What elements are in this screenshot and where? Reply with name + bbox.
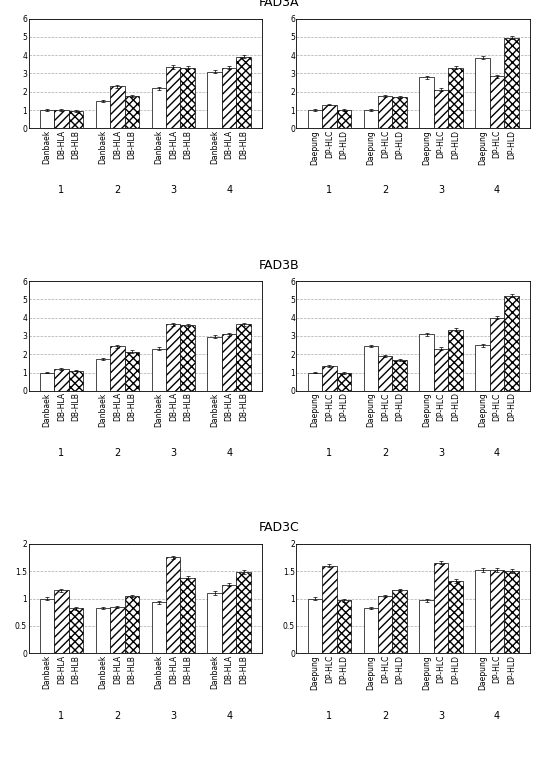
- Bar: [307, 373, 322, 391]
- Bar: [237, 57, 251, 128]
- Text: 3: 3: [438, 711, 444, 721]
- Bar: [40, 598, 54, 654]
- Bar: [125, 351, 139, 391]
- Bar: [307, 598, 322, 654]
- Text: FAD3A: FAD3A: [259, 0, 300, 9]
- Bar: [475, 345, 490, 391]
- Text: 4: 4: [494, 711, 500, 721]
- Bar: [475, 570, 490, 654]
- Bar: [110, 346, 125, 391]
- Bar: [307, 110, 322, 128]
- Bar: [392, 360, 407, 391]
- Bar: [364, 346, 378, 391]
- Bar: [490, 318, 504, 391]
- Bar: [54, 369, 69, 391]
- Text: 4: 4: [226, 185, 232, 195]
- Text: 1: 1: [326, 448, 332, 458]
- Text: 1: 1: [58, 185, 64, 195]
- Text: 3: 3: [170, 711, 177, 721]
- Bar: [337, 373, 351, 391]
- Bar: [208, 337, 222, 391]
- Bar: [449, 330, 463, 391]
- Bar: [180, 325, 195, 391]
- Bar: [504, 38, 519, 128]
- Bar: [69, 371, 83, 391]
- Text: 2: 2: [382, 711, 389, 721]
- Bar: [95, 101, 110, 128]
- Text: 2: 2: [382, 448, 389, 458]
- Text: 1: 1: [326, 185, 332, 195]
- Bar: [222, 584, 237, 654]
- Bar: [434, 90, 449, 128]
- Bar: [152, 88, 166, 128]
- Bar: [166, 324, 180, 391]
- Text: 3: 3: [170, 448, 177, 458]
- Bar: [180, 578, 195, 654]
- Text: 1: 1: [58, 711, 64, 721]
- Bar: [420, 335, 434, 391]
- Bar: [95, 608, 110, 654]
- Bar: [490, 76, 504, 128]
- Bar: [54, 591, 69, 654]
- Bar: [475, 58, 490, 128]
- Bar: [152, 602, 166, 654]
- Text: 1: 1: [326, 711, 332, 721]
- Text: 4: 4: [494, 448, 500, 458]
- Bar: [166, 67, 180, 128]
- Bar: [237, 324, 251, 391]
- Text: 4: 4: [226, 448, 232, 458]
- Bar: [449, 68, 463, 128]
- Text: 3: 3: [438, 448, 444, 458]
- Bar: [110, 86, 125, 128]
- Text: 1: 1: [58, 448, 64, 458]
- Bar: [166, 558, 180, 654]
- Bar: [322, 366, 337, 391]
- Text: 2: 2: [114, 711, 120, 721]
- Bar: [420, 77, 434, 128]
- Bar: [125, 596, 139, 654]
- Bar: [504, 571, 519, 654]
- Bar: [152, 349, 166, 391]
- Bar: [449, 581, 463, 654]
- Bar: [392, 97, 407, 128]
- Bar: [378, 96, 392, 128]
- Bar: [490, 570, 504, 654]
- Bar: [237, 572, 251, 654]
- Bar: [208, 72, 222, 128]
- Bar: [222, 68, 237, 128]
- Bar: [420, 600, 434, 654]
- Text: 2: 2: [114, 185, 120, 195]
- Bar: [378, 356, 392, 391]
- Bar: [222, 335, 237, 391]
- Bar: [504, 296, 519, 391]
- Bar: [69, 608, 83, 654]
- Text: 4: 4: [226, 711, 232, 721]
- Bar: [40, 110, 54, 128]
- Bar: [364, 608, 378, 654]
- Bar: [364, 110, 378, 128]
- Text: 3: 3: [438, 185, 444, 195]
- Bar: [434, 349, 449, 391]
- Bar: [69, 111, 83, 128]
- Text: 2: 2: [114, 448, 120, 458]
- Text: FAD3B: FAD3B: [259, 259, 300, 271]
- Bar: [322, 565, 337, 654]
- Text: 2: 2: [382, 185, 389, 195]
- Bar: [110, 607, 125, 654]
- Bar: [180, 68, 195, 128]
- Bar: [40, 373, 54, 391]
- Bar: [337, 110, 351, 128]
- Bar: [434, 563, 449, 654]
- Text: 4: 4: [494, 185, 500, 195]
- Bar: [54, 110, 69, 128]
- Bar: [125, 96, 139, 128]
- Bar: [208, 593, 222, 654]
- Text: 3: 3: [170, 185, 177, 195]
- Text: FAD3C: FAD3C: [259, 521, 300, 534]
- Bar: [322, 105, 337, 128]
- Bar: [337, 600, 351, 654]
- Bar: [392, 591, 407, 654]
- Bar: [378, 596, 392, 654]
- Bar: [95, 359, 110, 391]
